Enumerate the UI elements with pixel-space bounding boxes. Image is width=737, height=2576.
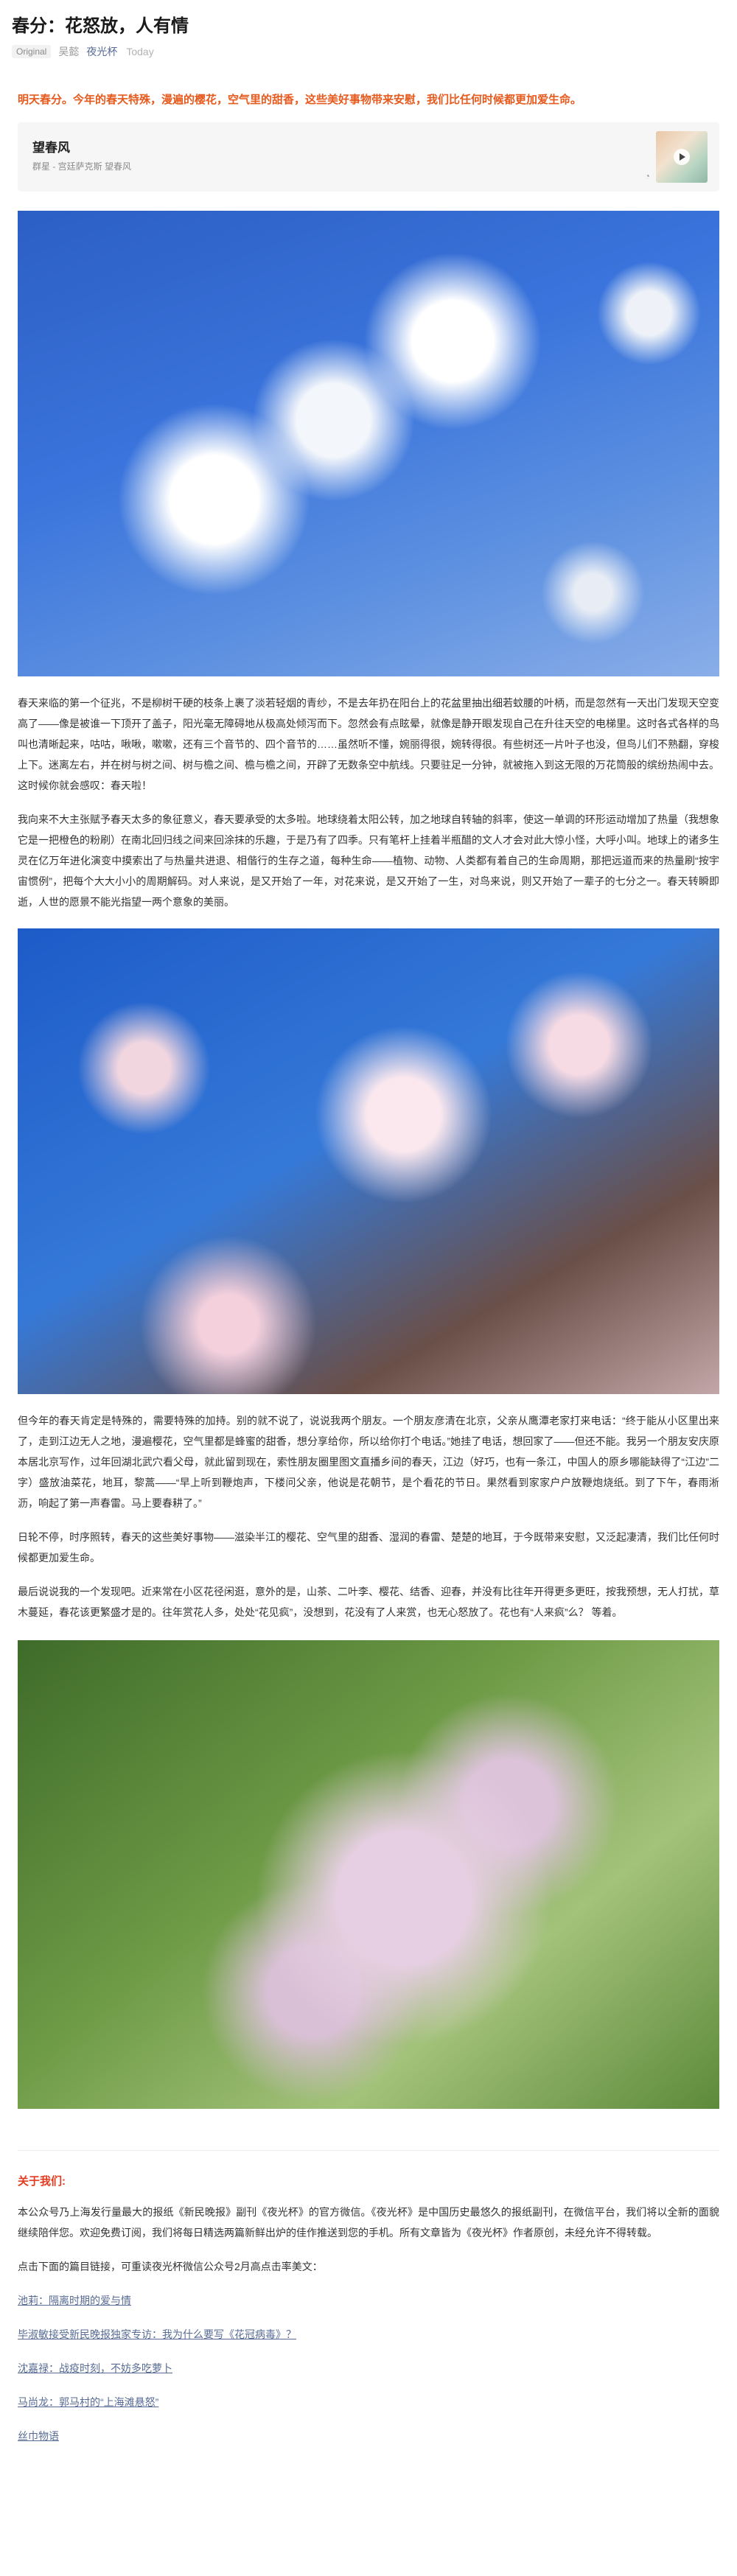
audio-subtitle: 群星 - 宫廷萨克斯 望春风: [32, 161, 131, 172]
audio-cover: [656, 131, 708, 183]
related-link-4[interactable]: 马尚龙：郭马村的“上海滩悬怒”: [18, 2396, 159, 2408]
intro-text: 明天春分。今年的春天特殊，漫遍的樱花，空气里的甜香，这些美好事物带来安慰，我们比…: [18, 94, 582, 106]
author-name: 吴懿: [58, 46, 80, 57]
related-links: 池莉：隔离时期的爱与情 毕淑敏接受新民晚报独家专访：我为什么要写《花冠病毒》？ …: [18, 2290, 719, 2446]
article-body: 明天春分。今年的春天特殊，漫遍的樱花，空气里的甜香，这些美好事物带来安慰，我们比…: [0, 90, 737, 192]
article-section-1: 春天来临的第一个征兆，不是柳树干硬的枝条上裹了淡若轻烟的青纱，不是去年扔在阳台上…: [0, 693, 737, 912]
article-meta: Original 吴懿 夜光杯 Today: [12, 44, 725, 59]
cherry-blossom-photo: [18, 928, 719, 1394]
magnolia-photo: [18, 211, 719, 676]
related-link-1[interactable]: 池莉：隔离时期的爱与情: [18, 2295, 131, 2306]
original-badge: Original: [12, 45, 52, 58]
audio-card[interactable]: 望春风 群星 - 宫廷萨克斯 望春风 ◔: [18, 122, 719, 192]
related-link-5[interactable]: 丝巾物语: [18, 2430, 59, 2442]
play-icon[interactable]: [674, 149, 690, 165]
paragraph-1: 春天来临的第一个征兆，不是柳树干硬的枝条上裹了淡若轻烟的青纱，不是去年扔在阳台上…: [18, 697, 719, 791]
about-text: 本公众号乃上海发行量最大的报纸《新民晚报》副刊《夜光杯》的官方微信。《夜光杯》是…: [18, 2206, 719, 2239]
lilac-photo: [18, 1640, 719, 2109]
paragraph-4: 日轮不停，时序照转，春天的这些美好事物——滋染半江的樱花、空气里的甜香、湿润的春…: [18, 1531, 719, 1564]
paragraph-5: 最后说说我的一个发现吧。近来常在小区花径闲逛，意外的是，山茶、二叶李、樱花、结香…: [18, 1586, 719, 1618]
page-title: 春分：花怒放，人有情: [12, 16, 189, 36]
related-link-2[interactable]: 毕淑敏接受新民晚报独家专访：我为什么要写《花冠病毒》？: [18, 2328, 296, 2340]
paragraph-2: 我向来不大主张赋予春天太多的象征意义，春天要承受的太多啦。地球绕着太阳公转，加之…: [18, 813, 719, 908]
audio-wave-icon: ◔: [644, 171, 650, 181]
paragraph-3: 但今年的春天肯定是特殊的，需要特殊的加持。别的就不说了，说说我两个朋友。一个朋友…: [18, 1415, 719, 1509]
about-title: 关于我们:: [18, 2175, 66, 2188]
footer-divider: [18, 2150, 719, 2151]
links-prompt: 点击下面的篇目链接，可重读夜光杯微信公众号2月高点击率美文：: [18, 2261, 323, 2272]
related-link-3[interactable]: 沈嘉禄：战疫时刻，不妨多吃萝卜: [18, 2362, 172, 2374]
audio-title: 望春风: [32, 141, 70, 155]
article-footer: 关于我们: 本公众号乃上海发行量最大的报纸《新民晚报》副刊《夜光杯》的官方微信。…: [0, 2150, 737, 2446]
article-section-2: 但今年的春天肯定是特殊的，需要特殊的加持。别的就不说了，说说我两个朋友。一个朋友…: [0, 1410, 737, 1623]
publish-date: Today: [126, 46, 154, 57]
article-header: 春分：花怒放，人有情 Original 吴懿 夜光杯 Today: [0, 0, 737, 59]
account-link[interactable]: 夜光杯: [86, 46, 118, 57]
